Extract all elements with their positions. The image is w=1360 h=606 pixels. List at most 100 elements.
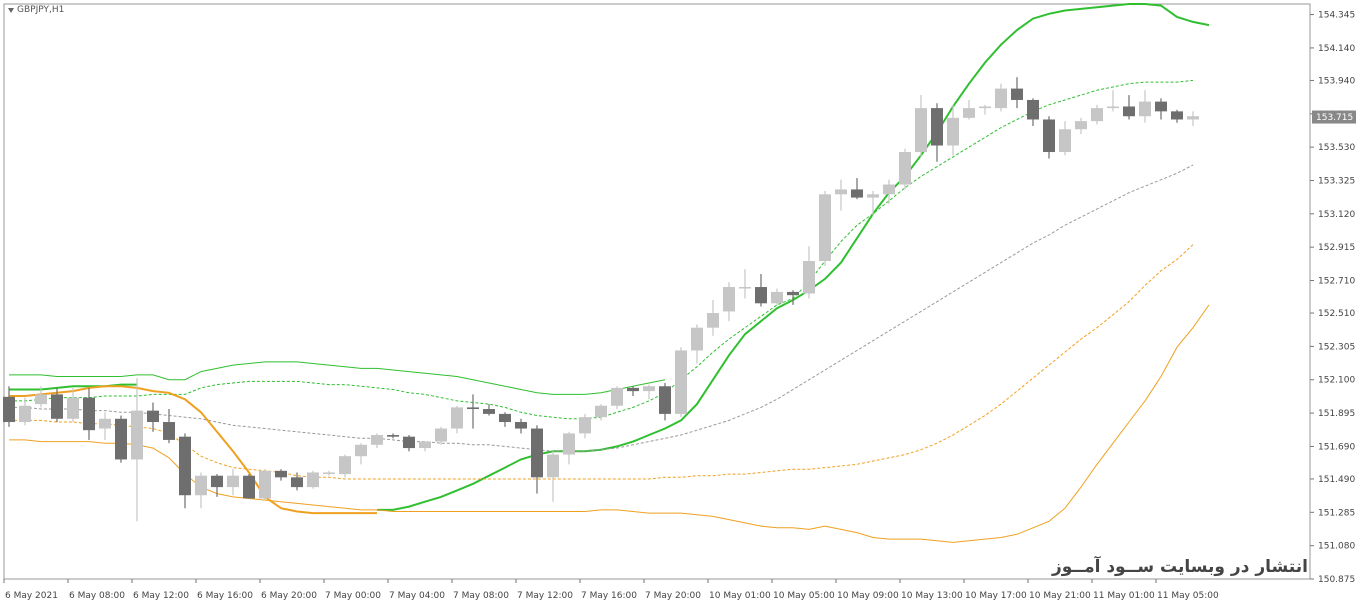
- candle-body: [1075, 121, 1087, 130]
- candle: [931, 103, 943, 162]
- candle-body: [515, 422, 527, 429]
- y-tick-label: 151.895: [1318, 409, 1355, 419]
- candle-body: [499, 413, 511, 423]
- y-tick-label: 153.325: [1318, 176, 1355, 186]
- candle-body: [707, 313, 719, 328]
- band-line-4: [9, 244, 1194, 480]
- candle-body: [35, 394, 47, 405]
- x-tick-label: 11 May 01:00: [1093, 591, 1155, 601]
- y-tick-label: 152.100: [1318, 376, 1355, 386]
- candle: [403, 435, 415, 452]
- candle: [371, 433, 383, 449]
- current-price-tag-bg: [1312, 110, 1356, 124]
- candle-body: [1043, 119, 1055, 153]
- candle-body: [1027, 99, 1039, 120]
- candle-body: [1011, 88, 1023, 100]
- candle-body: [947, 117, 959, 146]
- candle: [227, 469, 239, 496]
- candle-body: [771, 291, 783, 304]
- candle: [1027, 98, 1039, 126]
- y-tick-label: 151.285: [1318, 508, 1355, 518]
- y-axis: 154.345154.140153.940153.735153.530153.3…: [1309, 4, 1355, 585]
- candle-body: [355, 444, 367, 457]
- candle: [963, 99, 975, 120]
- x-tick-label: 10 May 09:00: [837, 591, 899, 601]
- candle-body: [259, 470, 271, 499]
- candle-body: [483, 409, 495, 414]
- candle-body: [115, 418, 127, 460]
- symbol-label: GBPJPY,H1: [8, 5, 64, 15]
- candle: [467, 394, 479, 429]
- candle: [1139, 90, 1151, 123]
- candle: [291, 472, 303, 491]
- candle: [611, 386, 623, 410]
- y-tick-label: 152.710: [1318, 277, 1355, 287]
- candle: [627, 386, 639, 397]
- candle: [83, 387, 95, 440]
- candle-body: [867, 194, 879, 198]
- candle-body: [163, 422, 175, 440]
- x-tick-label: 7 May 08:00: [453, 591, 509, 601]
- candle: [787, 290, 799, 305]
- x-axis: 6 May 2021 6 May 08:00 6 May 12:00 6 May 16…: [3, 579, 1219, 601]
- candle: [19, 397, 31, 426]
- candle: [1107, 90, 1119, 112]
- candle: [659, 382, 671, 421]
- y-tick-label: 153.530: [1318, 143, 1355, 153]
- chevron-down-icon[interactable]: [8, 7, 14, 13]
- y-tick-label: 151.080: [1318, 542, 1355, 552]
- candle: [483, 404, 495, 416]
- candle: [755, 274, 767, 307]
- candle-body: [387, 435, 399, 437]
- candle-body: [99, 418, 111, 429]
- band-line-1: [9, 361, 666, 395]
- x-tick-label: 7 May 12:00: [517, 591, 573, 601]
- x-tick-label: 6 May 20:00: [261, 591, 317, 601]
- candle-body: [179, 436, 191, 496]
- x-tick-label: 6 May 2021: [5, 591, 58, 601]
- y-tick-label: 151.690: [1318, 442, 1355, 452]
- candle-body: [819, 194, 831, 262]
- candle: [547, 451, 559, 502]
- candle-body: [787, 291, 799, 296]
- candle-body: [611, 387, 623, 406]
- candle-body: [275, 470, 287, 478]
- candle: [707, 300, 719, 336]
- candle-body: [419, 441, 431, 449]
- candle-body: [291, 477, 303, 488]
- y-tick-label: 150.875: [1318, 575, 1355, 585]
- candle-body: [1187, 116, 1199, 120]
- symbol-timeframe-text: GBPJPY,H1: [17, 5, 65, 15]
- candle: [979, 104, 991, 115]
- candle: [275, 469, 287, 481]
- candle: [1171, 109, 1183, 123]
- candle: [259, 469, 271, 501]
- candles: [3, 77, 1199, 522]
- x-tick-label: 11 May 05:00: [1157, 591, 1219, 601]
- candle: [515, 418, 527, 434]
- candle: [147, 402, 159, 432]
- candle: [499, 412, 511, 427]
- candle: [131, 378, 143, 522]
- candle-body: [371, 435, 383, 445]
- candle-body: [1091, 108, 1103, 122]
- candle: [1043, 116, 1055, 159]
- candle-body: [643, 386, 655, 392]
- y-tick-label: 152.305: [1318, 342, 1355, 352]
- y-tick-label: 154.345: [1318, 11, 1355, 21]
- candle-body: [563, 433, 575, 455]
- candle: [643, 384, 655, 400]
- candle-body: [979, 106, 991, 109]
- candle: [739, 269, 751, 299]
- candle: [179, 433, 191, 509]
- candle-body: [659, 386, 671, 414]
- candle: [35, 386, 47, 408]
- candle: [947, 104, 959, 156]
- candle: [531, 425, 543, 494]
- watermark-text: انتشار در وبسایت ســود آمــوز: [1052, 557, 1308, 577]
- candle-body: [883, 184, 895, 195]
- candle: [579, 413, 591, 439]
- candle: [1011, 77, 1023, 109]
- x-tick-label: 7 May 00:00: [325, 591, 381, 601]
